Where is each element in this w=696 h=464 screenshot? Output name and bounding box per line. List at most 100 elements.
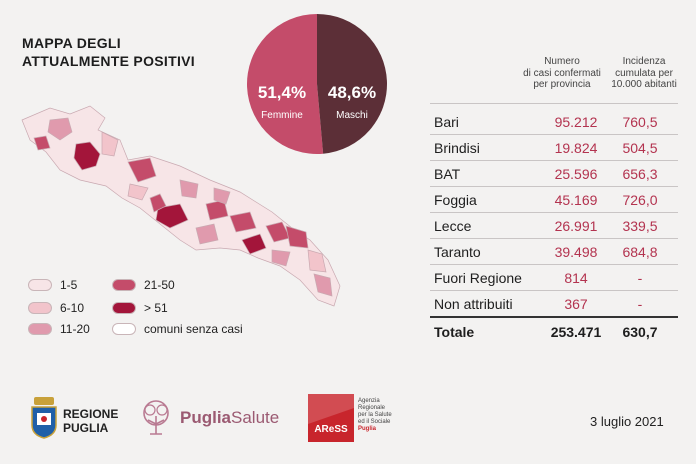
province-name: Non attribuiti: [434, 296, 513, 312]
map-zone-foggia-low: [101, 131, 119, 157]
legend-item-21-50: 21-50: [112, 278, 175, 292]
province-cases: 45.169: [554, 192, 598, 208]
province-incidence: -: [637, 270, 643, 286]
legend-item-6-10: 6-10: [28, 301, 84, 315]
province-name: Foggia: [434, 192, 477, 208]
province-cases: 25.596: [554, 166, 598, 182]
legend-label: 11-20: [60, 322, 90, 336]
aress-desc-line: Regionale: [358, 405, 386, 411]
puglia-map: [21, 105, 341, 307]
aress-desc-line: Agenzia: [358, 398, 380, 404]
legend-item-no-cases: comuni senza casi: [112, 322, 243, 336]
province-incidence: 504,5: [622, 140, 658, 156]
province-incidence: 684,8: [622, 244, 658, 260]
table-total-row: Totale 253.471 630,7: [430, 316, 678, 344]
province-cases: 367: [564, 296, 588, 312]
regione-line-2: PUGLIA: [63, 421, 109, 435]
regione-puglia-crest-icon: [31, 397, 57, 439]
province-incidence: -: [637, 296, 643, 312]
map-zone-bari-4: [229, 211, 257, 233]
puglia-salute-part-b: Salute: [231, 408, 280, 427]
legend-swatch-1-5: [28, 279, 52, 291]
page-title: MAPPA DEGLI ATTUALMENTE POSITIVI: [22, 34, 195, 70]
map-zone-brindisi-2: [271, 249, 291, 267]
total-incidence: 630,7: [622, 324, 658, 340]
legend-item-11-20: 11-20: [28, 322, 90, 336]
col-header-cases-line: Numero: [544, 56, 580, 67]
report-date: 3 luglio 2021: [590, 414, 664, 429]
map-zone-brindisi: [285, 225, 309, 249]
col-header-cases-line: di casi confermati: [523, 67, 601, 79]
table-row: Bari 95.212 760,5: [430, 108, 678, 135]
table-row: Fuori Regione 814 -: [430, 264, 678, 291]
province-cases: 19.824: [554, 140, 598, 156]
province-incidence: 726,0: [622, 192, 658, 208]
aress-desc-line: per la Salute: [358, 412, 392, 418]
province-name: Bari: [434, 114, 459, 130]
male-slice: [317, 14, 387, 154]
province-name: Brindisi: [434, 140, 480, 156]
province-name: Lecce: [434, 218, 472, 234]
aress-logo-text: AReSS: [314, 424, 348, 435]
aress-logo-icon: AReSS: [308, 394, 354, 442]
legend-swatch-6-10: [28, 302, 52, 314]
table-row: Brindisi 19.824 504,5: [430, 134, 678, 161]
province-name: Taranto: [434, 244, 481, 260]
table-row: Lecce 26.991 339,5: [430, 212, 678, 239]
legend-label: comuni senza casi: [144, 322, 243, 336]
male-pct: 48,6%: [328, 83, 376, 102]
table-row: Foggia 45.169 726,0: [430, 186, 678, 213]
female-slice: [247, 14, 324, 154]
col-header-incidence-line: Incidenza: [622, 56, 666, 67]
aress-desc-line: ed il Sociale: [358, 419, 391, 425]
province-incidence: 656,3: [622, 166, 658, 182]
aress-desc-line: Puglia: [358, 426, 377, 432]
col-header-cases-line: per provincia: [533, 79, 591, 90]
table-row: BAT 25.596 656,3: [430, 160, 678, 187]
province-incidence: 339,5: [622, 218, 658, 234]
province-name: Fuori Regione: [434, 270, 522, 286]
puglia-salute-part-a: Puglia: [180, 408, 232, 427]
female-label: Femmine: [261, 110, 303, 121]
regione-puglia-logo-text: REGIONE PUGLIA: [63, 407, 118, 435]
map-zone-foggia-dark: [73, 141, 101, 171]
legend-label: 6-10: [60, 301, 85, 315]
gender-pie-chart: 51,4% Femmine 48,6% Maschi: [247, 14, 387, 154]
male-label: Maschi: [336, 110, 368, 121]
female-pct: 51,4%: [258, 83, 306, 102]
legend-swatch-21-50: [112, 279, 136, 291]
puglia-salute-logo-text: PugliaSalute: [180, 408, 279, 428]
map-zone-bari-2: [179, 179, 199, 199]
province-cases: 95.212: [554, 114, 598, 130]
province-cases: 26.991: [554, 218, 598, 234]
regione-line-1: REGIONE: [63, 407, 119, 421]
province-cases: 39.498: [554, 244, 598, 260]
aress-description: Agenzia Regionale per la Salute ed il So…: [358, 398, 392, 433]
legend-swatch-no-cases: [112, 323, 136, 335]
province-cases: 814: [564, 270, 588, 286]
map-zone-bari-7: [213, 187, 231, 205]
province-name: BAT: [434, 166, 461, 182]
map-zone-bari-6: [127, 183, 149, 201]
map-zone-bat-dark: [155, 203, 189, 229]
title-line-2: ATTUALMENTE POSITIVI: [22, 53, 195, 69]
col-header-incidence: Incidenza cumulata per 10.000 abitanti: [596, 56, 692, 91]
table-row: Non attribuiti 367 -: [430, 290, 678, 317]
legend-swatch-11-20: [28, 323, 52, 335]
province-incidence: 760,5: [622, 114, 658, 130]
map-zone-taranto-1: [241, 233, 267, 255]
table-row: Taranto 39.498 684,8: [430, 238, 678, 265]
col-header-incidence-line: cumulata per: [615, 67, 673, 79]
legend-swatch-gt51: [112, 302, 136, 314]
legend-label: 21-50: [144, 278, 175, 292]
col-header-incidence-line: 10.000 abitanti: [611, 79, 677, 90]
legend-label: > 51: [144, 301, 168, 315]
map-zone-foggia-mid: [47, 117, 73, 141]
map-zone-bat: [127, 157, 157, 183]
tree-icon: [143, 400, 169, 435]
legend-item-1-5: 1-5: [28, 278, 77, 292]
map-zone-bari-1: [149, 193, 167, 213]
map-zone-foggia-strong: [33, 135, 51, 151]
table-top-rule: [430, 103, 678, 104]
title-line-1: MAPPA DEGLI: [22, 35, 121, 51]
